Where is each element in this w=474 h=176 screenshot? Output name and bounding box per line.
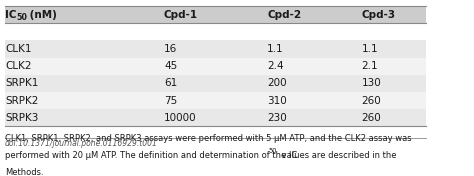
Text: Cpd-1: Cpd-1	[164, 10, 198, 20]
Bar	[5, 92, 426, 109]
Text: 61: 61	[164, 78, 177, 88]
Text: 260: 260	[362, 96, 382, 106]
Bar	[5, 75, 426, 92]
Text: Cpd-3: Cpd-3	[362, 10, 396, 20]
Text: CLK1, SRPK1, SRPK2, and SRPK3 assays were performed with 5 μM ATP, and the CLK2 : CLK1, SRPK1, SRPK2, and SRPK3 assays wer…	[5, 134, 411, 143]
Text: performed with 20 μM ATP. The definition and determination of the IC: performed with 20 μM ATP. The definition…	[5, 151, 297, 160]
Text: 50: 50	[269, 148, 277, 154]
Text: 200: 200	[267, 78, 287, 88]
Bar	[5, 40, 426, 58]
Text: CLK2: CLK2	[5, 61, 31, 71]
Text: 230: 230	[267, 113, 287, 123]
Text: (nM): (nM)	[26, 10, 56, 20]
Text: CLK1: CLK1	[5, 44, 31, 54]
Text: Methods.: Methods.	[5, 168, 44, 176]
Text: 50: 50	[16, 13, 27, 22]
Text: IC: IC	[5, 10, 17, 20]
Text: Cpd-2: Cpd-2	[267, 10, 301, 20]
Text: doi:10.1371/journal.pone.0116929.t001: doi:10.1371/journal.pone.0116929.t001	[5, 139, 158, 148]
Text: SRPK3: SRPK3	[5, 113, 38, 123]
Text: 16: 16	[164, 44, 177, 54]
Text: 75: 75	[164, 96, 177, 106]
Text: SRPK2: SRPK2	[5, 96, 38, 106]
Text: 1.1: 1.1	[362, 44, 378, 54]
Text: 130: 130	[362, 78, 382, 88]
Text: 10000: 10000	[164, 113, 197, 123]
Bar	[5, 109, 426, 126]
Bar	[5, 58, 426, 75]
Text: 2.1: 2.1	[362, 61, 378, 71]
Text: 2.4: 2.4	[267, 61, 284, 71]
Text: 260: 260	[362, 113, 382, 123]
Text: SRPK1: SRPK1	[5, 78, 38, 88]
Text: values are described in the: values are described in the	[279, 151, 397, 160]
Text: 45: 45	[164, 61, 177, 71]
Bar	[5, 6, 426, 23]
Text: 310: 310	[267, 96, 287, 106]
Text: 1.1: 1.1	[267, 44, 284, 54]
